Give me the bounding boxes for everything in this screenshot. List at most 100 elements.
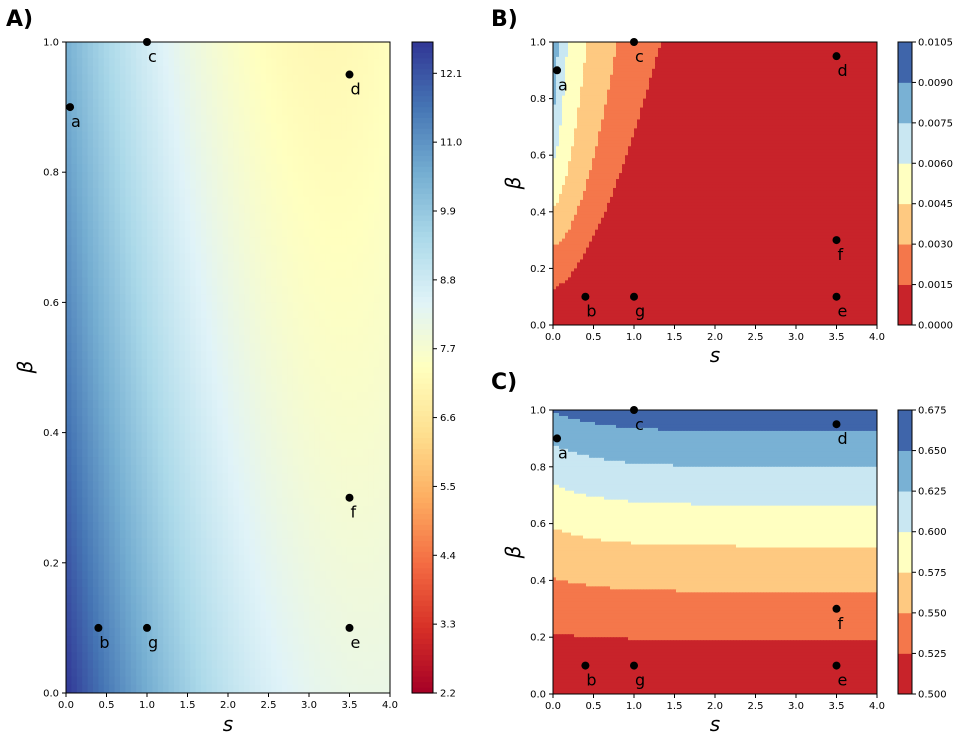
heatmap-cell: [233, 530, 240, 539]
heatmap-cell: [109, 326, 116, 336]
heatmap-cell: [179, 58, 186, 68]
heatmap-cell: [120, 684, 126, 693]
heatmap-cell: [201, 400, 207, 409]
heatmap-cell: [373, 538, 380, 548]
heatmap-cell: [303, 383, 310, 393]
heatmap-cell: [168, 391, 175, 401]
heatmap-cell: [76, 98, 83, 108]
heatmap-cell: [174, 237, 180, 247]
heatmap-cell: [357, 562, 364, 572]
heatmap-cell: [255, 505, 261, 515]
heatmap-cell: [233, 139, 240, 149]
heatmap-cell: [244, 196, 251, 206]
heatmap-cell: [314, 164, 321, 173]
heatmap-cell: [82, 50, 89, 59]
heatmap-cell: [384, 497, 390, 507]
heatmap-cell: [314, 66, 321, 76]
heatmap-cell: [373, 644, 380, 653]
heatmap-cell: [147, 416, 153, 426]
heatmap-cell: [379, 180, 386, 190]
heatmap-cell: [341, 82, 348, 92]
heatmap-cell: [357, 123, 364, 133]
heatmap-cell: [384, 221, 390, 230]
heatmap-cell: [357, 351, 364, 360]
heatmap-cell: [298, 318, 305, 328]
heatmap-cell: [346, 676, 353, 686]
heatmap-cell: [384, 603, 390, 613]
heatmap-cell: [314, 212, 321, 222]
heatmap-cell: [174, 123, 180, 133]
heatmap-cell: [265, 546, 272, 556]
heatmap-cell: [265, 131, 272, 141]
heatmap-cell: [190, 367, 197, 377]
heatmap-cell: [260, 261, 267, 271]
heatmap-cell: [195, 237, 202, 247]
heatmap-cell: [184, 90, 191, 100]
heatmap-cell: [76, 204, 83, 214]
heatmap-cell: [325, 611, 332, 621]
heatmap-cell: [222, 546, 229, 556]
heatmap-cell: [260, 237, 267, 247]
heatmap-cell: [309, 644, 315, 653]
heatmap-cell: [228, 473, 234, 483]
heatmap-cell: [179, 98, 186, 108]
heatmap-cell: [265, 302, 272, 312]
heatmap-cell: [98, 595, 105, 605]
heatmap-cell: [249, 351, 256, 360]
heatmap-cell: [292, 188, 299, 198]
heatmap-cell: [260, 58, 267, 68]
heatmap-cell: [66, 579, 72, 588]
heatmap-cell: [368, 684, 375, 693]
heatmap-cell: [282, 229, 288, 238]
heatmap-cell: [71, 383, 78, 393]
heatmap-cell: [314, 318, 321, 328]
heatmap-cell: [201, 343, 207, 352]
heatmap-cell: [265, 644, 272, 653]
heatmap-cell: [357, 636, 364, 645]
heatmap-cell: [168, 82, 175, 92]
heatmap-cell: [244, 497, 251, 507]
heatmap-cell: [292, 684, 299, 693]
heatmap-cell: [201, 66, 207, 76]
heatmap-cell: [292, 42, 299, 51]
heatmap-cell: [244, 448, 251, 458]
heatmap-cell: [303, 188, 310, 198]
heatmap-cell: [249, 408, 256, 417]
heatmap-cell: [82, 497, 89, 507]
heatmap-cell: [319, 611, 326, 621]
heatmap-cell: [114, 131, 121, 141]
heatmap-cell: [368, 644, 375, 653]
heatmap-cell: [201, 351, 207, 360]
heatmap-cell: [341, 652, 348, 662]
heatmap-cell: [163, 465, 170, 474]
heatmap-cell: [314, 530, 321, 539]
heatmap-cell: [249, 139, 256, 149]
heatmap-cell: [141, 579, 148, 588]
heatmap-cell: [141, 351, 148, 360]
heatmap-cell: [136, 131, 143, 141]
heatmap-cell: [87, 294, 94, 303]
heatmap-cell: [233, 416, 240, 426]
heatmap-cell: [314, 668, 321, 678]
heatmap-cell: [136, 538, 143, 548]
heatmap-cell: [384, 196, 390, 206]
panel-b-plot: 0.0 0.5 1.0 1.5 2.0 2.5 3.0 3.5 4.0 0.00.20.40.6…: [501, 38, 885, 368]
heatmap-cell: [114, 58, 121, 68]
heatmap-cell: [125, 636, 132, 645]
heatmap-cell: [233, 326, 240, 336]
heatmap-cell: [363, 277, 369, 287]
heatmap-cell: [373, 432, 380, 442]
heatmap-cell: [82, 603, 89, 613]
heatmap-cell: [341, 554, 348, 564]
heatmap-cell: [152, 611, 159, 621]
heatmap-cell: [271, 172, 278, 181]
heatmap-cell: [201, 489, 207, 499]
heatmap-cell: [222, 82, 229, 92]
heatmap-cell: [255, 131, 261, 141]
heatmap-cell: [201, 172, 207, 181]
heatmap-cell: [66, 391, 72, 401]
heatmap-cell: [303, 155, 310, 165]
colorbar-step: [412, 291, 433, 298]
heatmap-cell: [260, 147, 267, 157]
heatmap-cell: [346, 310, 353, 320]
